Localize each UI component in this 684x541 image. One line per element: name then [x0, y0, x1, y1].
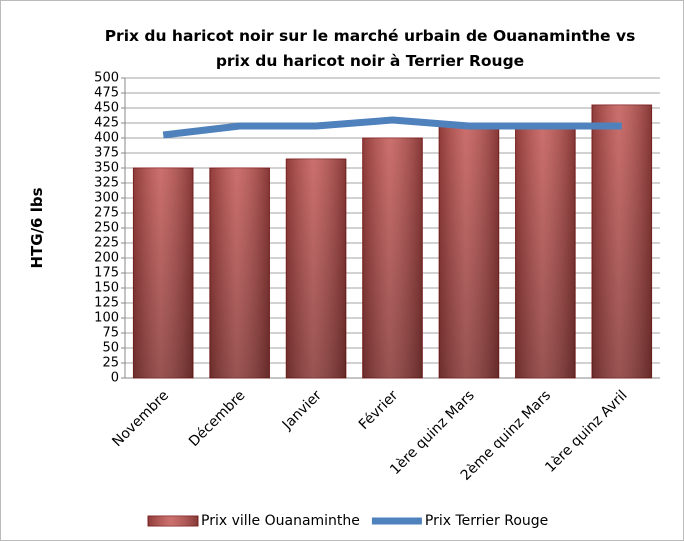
y-tick-label: 150 [94, 281, 119, 296]
legend-label: Prix Terrier Rouge [425, 513, 548, 529]
bar-shade [362, 138, 423, 378]
y-tick-label: 100 [94, 311, 119, 326]
y-tick-label: 325 [94, 176, 119, 191]
y-axis-label: HTG/6 lbs [28, 187, 46, 268]
y-tick-label: 450 [94, 101, 119, 116]
x-tick-label: 1ère quinz Avril [542, 388, 630, 476]
bar-shade [133, 168, 194, 378]
y-tick-label: 125 [94, 296, 119, 311]
bar-shade [439, 126, 499, 378]
legend-swatch-shine [148, 516, 198, 526]
x-tick-label: 1ère quinz Mars [387, 388, 478, 479]
x-tick-label: Janvier [279, 387, 325, 433]
y-tick-label: 250 [94, 221, 119, 236]
x-tick-label: Décembre [186, 388, 248, 450]
y-tick-label: 275 [94, 206, 119, 221]
y-tick-label: 350 [94, 161, 119, 176]
y-tick-label: 75 [102, 326, 119, 341]
bar-shade [591, 105, 652, 378]
y-tick-label: 25 [102, 356, 119, 371]
legend-label: Prix ville Ouanaminthe [201, 513, 360, 529]
y-tick-label: 500 [94, 71, 119, 86]
bar-shade [286, 159, 346, 378]
chart-title: Prix du haricot noir sur le marché urbai… [104, 27, 636, 70]
x-tick-label: Février [356, 387, 402, 433]
y-tick-label: 300 [94, 191, 119, 206]
y-tick-label: 50 [102, 341, 119, 356]
y-tick-label: 175 [94, 266, 119, 281]
line [162, 116, 622, 139]
y-tick-label: 375 [94, 146, 119, 161]
y-tick-label: 475 [94, 86, 119, 101]
y-tick-label: 225 [94, 236, 119, 251]
bar-shade [209, 168, 270, 378]
y-tick-label: 0 [111, 371, 119, 386]
x-tick-label: Novembre [109, 388, 172, 451]
y-tick-label: 200 [94, 251, 119, 266]
y-tick-label: 400 [94, 131, 119, 146]
bar-shade [515, 126, 576, 378]
y-tick-label: 425 [94, 116, 119, 131]
